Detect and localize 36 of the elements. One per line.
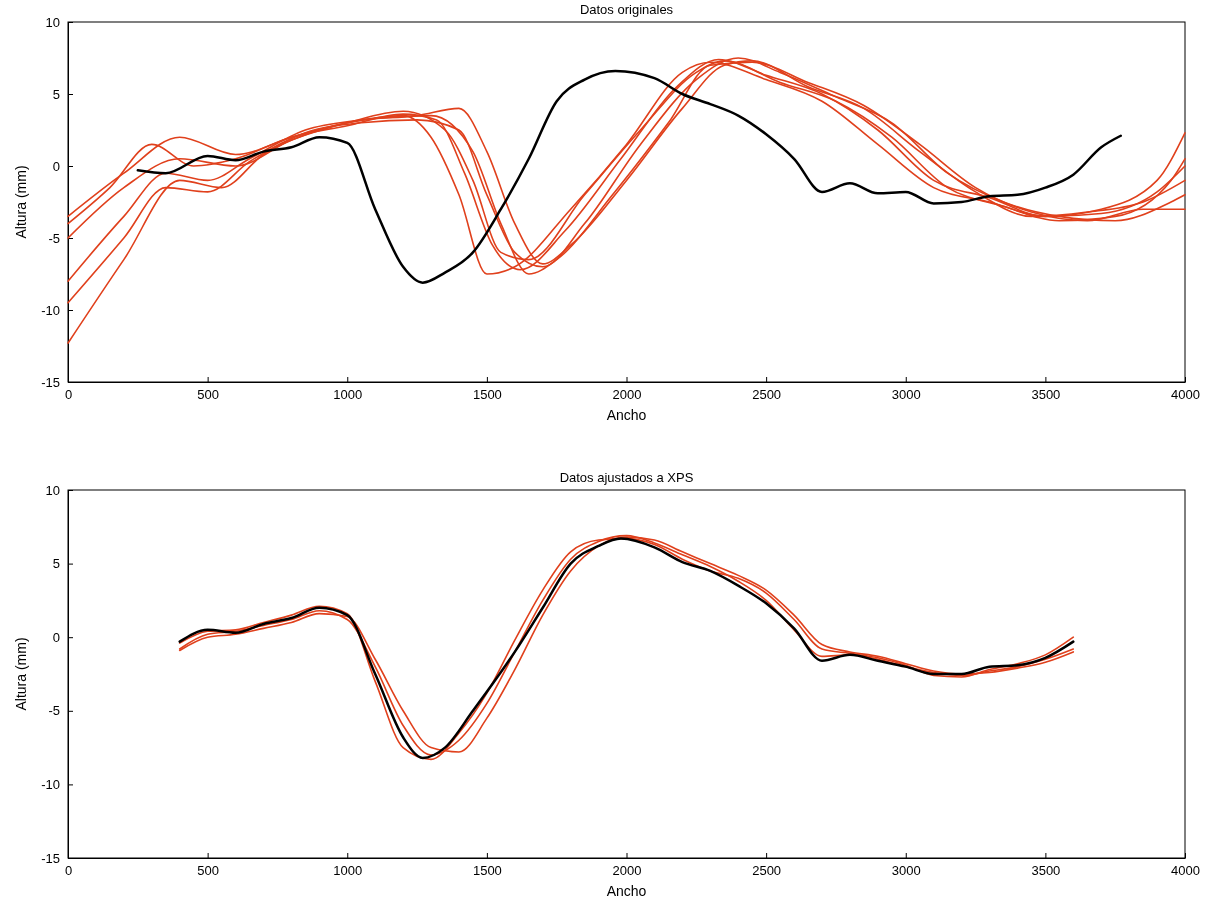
y-tick-label: 0 xyxy=(52,629,60,645)
y-tick-label: -10 xyxy=(41,302,60,318)
x-tick-label: 3500 xyxy=(1031,387,1061,403)
y-tick-label: 0 xyxy=(52,158,60,174)
y-axis-title: Altura (mm) xyxy=(13,637,29,711)
x-tick-label: 2000 xyxy=(612,863,642,879)
x-tick-label: 0 xyxy=(64,387,73,403)
y-tick-label: -5 xyxy=(48,703,60,719)
chart-title: Datos ajustados a XPS xyxy=(559,470,694,485)
x-tick-label: 500 xyxy=(197,863,219,879)
x-tick-label: 1000 xyxy=(333,387,363,403)
x-tick-label: 3000 xyxy=(891,387,921,403)
y-tick-label: -10 xyxy=(41,777,60,793)
x-tick-label: 2000 xyxy=(612,387,642,403)
y-tick-label: 5 xyxy=(52,86,60,102)
x-tick-label: 3500 xyxy=(1031,863,1061,879)
y-tick-label: 5 xyxy=(52,556,60,572)
x-tick-label: 4000 xyxy=(1171,863,1200,879)
y-tick-label: -5 xyxy=(48,230,60,246)
y-tick-label: -15 xyxy=(41,850,60,866)
y-tick-label: 10 xyxy=(45,482,60,498)
x-axis-title: Ancho xyxy=(606,407,647,423)
y-axis-title: Altura (mm) xyxy=(13,165,29,239)
x-axis-title: Ancho xyxy=(606,883,647,899)
x-tick-label: 1500 xyxy=(472,387,502,403)
x-tick-label: 1500 xyxy=(472,863,502,879)
x-tick-label: 0 xyxy=(64,863,73,879)
y-tick-label: -15 xyxy=(41,374,60,390)
x-tick-label: 1000 xyxy=(333,863,363,879)
x-tick-label: 500 xyxy=(197,387,219,403)
x-tick-label: 2500 xyxy=(752,863,782,879)
y-tick-label: 10 xyxy=(45,14,60,30)
x-tick-label: 2500 xyxy=(752,387,782,403)
chart-title: Datos originales xyxy=(579,2,674,17)
x-tick-label: 3000 xyxy=(891,863,921,879)
x-tick-label: 4000 xyxy=(1171,387,1200,403)
